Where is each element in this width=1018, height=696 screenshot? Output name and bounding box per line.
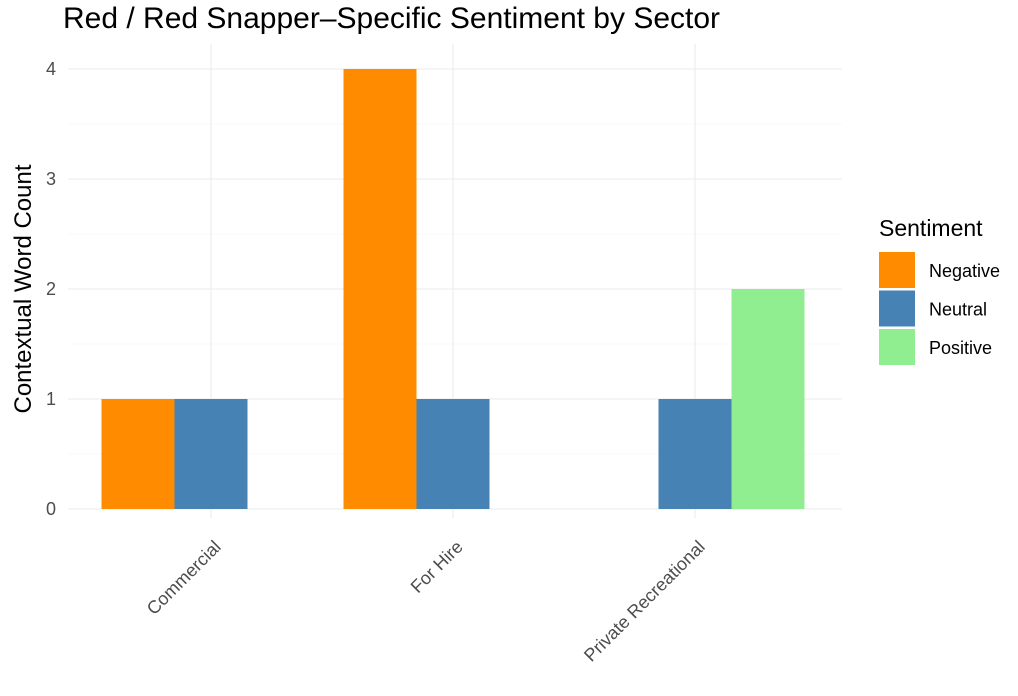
x-tick-label: Private Recreational	[580, 537, 709, 666]
y-tick-label: 4	[46, 59, 56, 79]
legend-items: Negative Neutral Positive	[879, 252, 1000, 365]
x-axis-tick-labels: Commercial For Hire Private Recreational	[143, 537, 709, 666]
legend-label: Negative	[929, 261, 1000, 281]
bars	[101, 69, 805, 509]
y-tick-label: 1	[46, 389, 56, 409]
chart-title: Red / Red Snapper–Specific Sentiment by …	[63, 2, 720, 35]
bar-neutral-commercial	[174, 399, 248, 509]
y-tick-label: 2	[46, 279, 56, 299]
legend-key-negative	[879, 252, 915, 288]
bar-neutral-private-recreational	[658, 399, 732, 509]
y-axis-title: Contextual Word Count	[10, 164, 37, 413]
bar-positive-private-recreational	[731, 289, 805, 509]
x-tick-label: Commercial	[143, 537, 225, 619]
bar-negative-commercial	[101, 399, 175, 509]
bar-negative-for-hire	[343, 69, 417, 509]
y-axis-tick-labels: 0 1 2 3 4	[46, 59, 56, 519]
legend-key-neutral	[879, 290, 915, 327]
legend-title: Sentiment	[879, 215, 983, 241]
legend-key-positive	[879, 329, 915, 365]
legend-label: Positive	[929, 338, 992, 358]
bar-neutral-for-hire	[416, 399, 490, 509]
x-tick-label: For Hire	[407, 537, 467, 597]
legend: Sentiment Negative Neutral Positive	[879, 215, 1000, 365]
y-tick-label: 3	[46, 169, 56, 189]
legend-label: Neutral	[929, 300, 987, 320]
y-tick-label: 0	[46, 499, 56, 519]
